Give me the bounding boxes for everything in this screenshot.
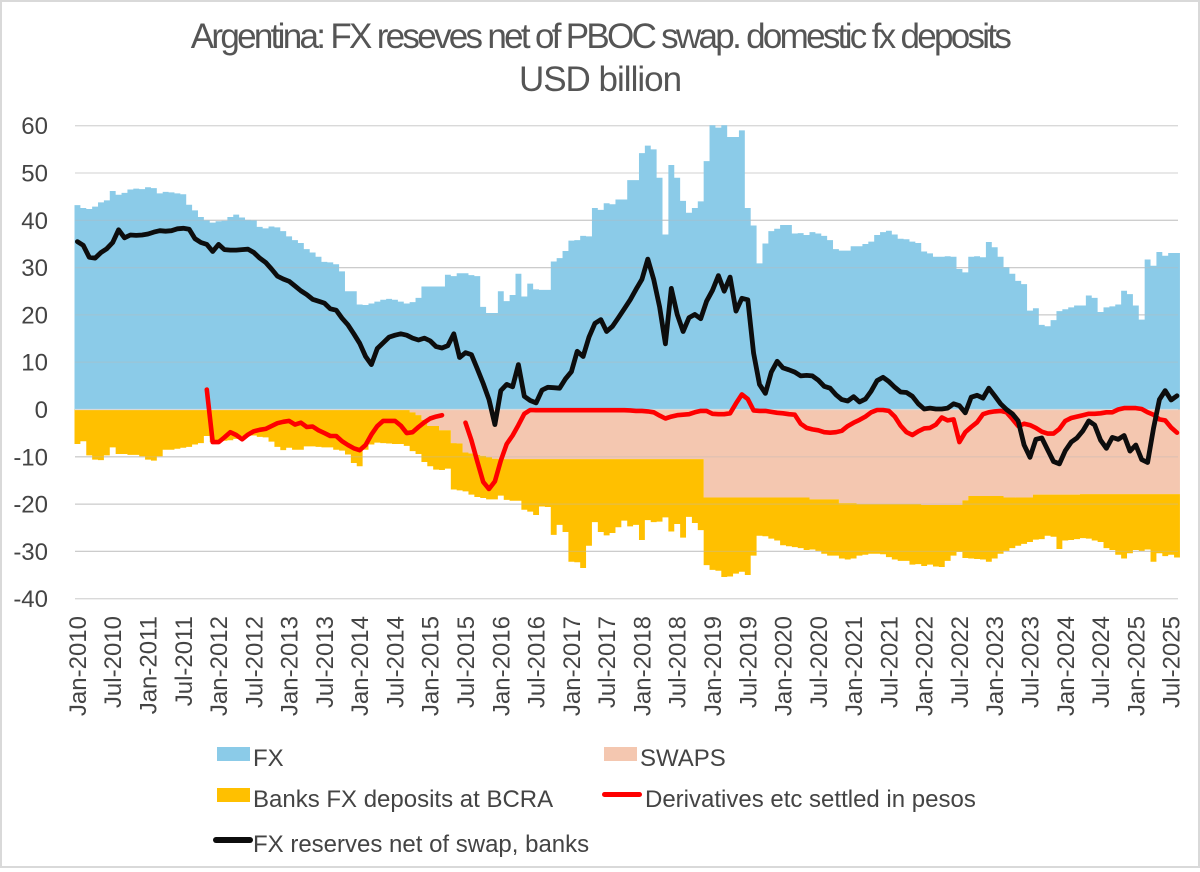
svg-text:10: 10	[21, 350, 48, 377]
svg-text:Jul-2022: Jul-2022	[947, 616, 974, 708]
svg-text:Jan-2016: Jan-2016	[488, 616, 515, 716]
svg-text:Jul-2025: Jul-2025	[1159, 616, 1186, 708]
svg-text:Jul-2024: Jul-2024	[1088, 616, 1115, 708]
svg-text:Jan-2015: Jan-2015	[418, 616, 445, 716]
svg-text:Jul-2023: Jul-2023	[1018, 616, 1045, 708]
svg-text:Jul-2012: Jul-2012	[241, 616, 268, 708]
svg-text:Jan-2012: Jan-2012	[206, 616, 233, 716]
svg-text:Jan-2011: Jan-2011	[136, 616, 163, 714]
svg-text:Jan-2018: Jan-2018	[629, 616, 656, 716]
svg-text:Jan-2022: Jan-2022	[912, 616, 939, 716]
svg-text:40: 40	[21, 208, 48, 235]
svg-text:50: 50	[21, 161, 48, 188]
svg-text:Jul-2016: Jul-2016	[524, 616, 551, 708]
svg-text:Jul-2018: Jul-2018	[665, 616, 692, 708]
svg-text:Jan-2013: Jan-2013	[277, 616, 304, 716]
svg-text:Jul-2014: Jul-2014	[383, 616, 410, 708]
svg-text:Jul-2011: Jul-2011	[171, 616, 198, 706]
svg-text:-40: -40	[13, 586, 48, 613]
svg-text:Jul-2017: Jul-2017	[594, 616, 621, 708]
svg-text:20: 20	[21, 302, 48, 329]
svg-text:-10: -10	[13, 444, 48, 471]
svg-text:Jan-2025: Jan-2025	[1123, 616, 1150, 716]
svg-text:Jan-2020: Jan-2020	[771, 616, 798, 716]
svg-text:Jul-2010: Jul-2010	[100, 616, 127, 708]
svg-text:-30: -30	[13, 539, 48, 566]
svg-text:Jul-2015: Jul-2015	[453, 616, 480, 708]
svg-text:Jan-2010: Jan-2010	[65, 616, 92, 716]
svg-text:Jan-2019: Jan-2019	[700, 616, 727, 716]
svg-text:Jul-2021: Jul-2021	[876, 616, 903, 708]
svg-text:Jan-2014: Jan-2014	[347, 616, 374, 716]
svg-text:Jan-2023: Jan-2023	[982, 616, 1009, 716]
svg-text:30: 30	[21, 255, 48, 282]
svg-text:Jul-2020: Jul-2020	[806, 616, 833, 708]
svg-text:Jul-2019: Jul-2019	[735, 616, 762, 708]
svg-text:Jul-2013: Jul-2013	[312, 616, 339, 708]
svg-text:60: 60	[21, 113, 48, 140]
svg-text:0: 0	[35, 397, 48, 424]
svg-text:Jan-2021: Jan-2021	[841, 616, 868, 716]
svg-text:-20: -20	[13, 492, 48, 519]
svg-text:Jan-2017: Jan-2017	[559, 616, 586, 716]
svg-text:Jan-2024: Jan-2024	[1053, 616, 1080, 716]
